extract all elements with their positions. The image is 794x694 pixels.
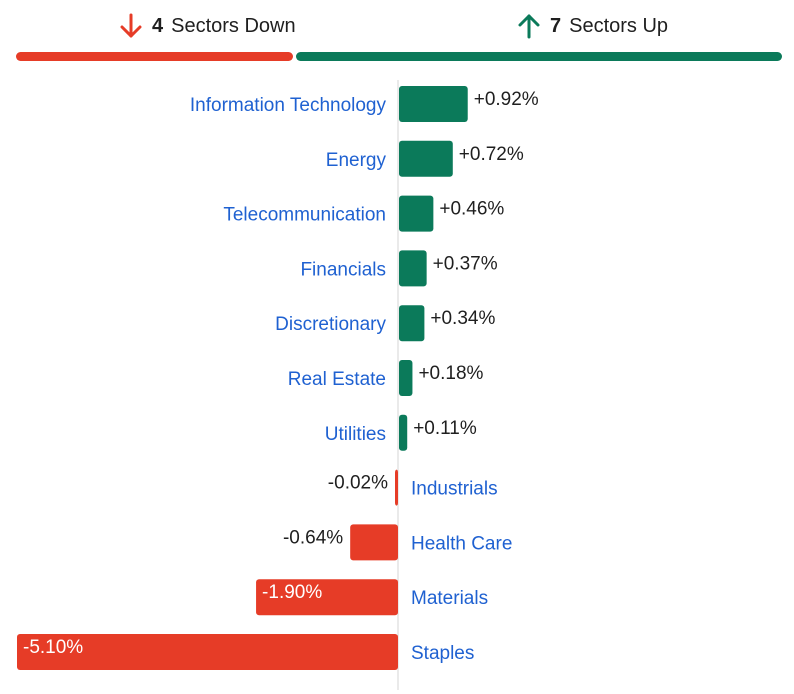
- sectors-up-ratio-bar: [296, 52, 782, 61]
- bar-9[interactable]: [256, 579, 398, 616]
- sectors-up-count: 7: [550, 14, 562, 37]
- sectors-down-count: 4: [152, 14, 164, 37]
- value-label-0: +0.92%: [474, 89, 539, 110]
- bar-5[interactable]: [399, 360, 413, 396]
- bar-6[interactable]: [399, 414, 408, 451]
- value-label-3: +0.37%: [433, 253, 498, 274]
- sector-label-4[interactable]: Discretionary: [275, 314, 386, 335]
- bar-2[interactable]: [399, 195, 434, 232]
- arrow-up-icon: [518, 14, 540, 39]
- bar-3[interactable]: [399, 250, 427, 287]
- value-label-2: +0.46%: [439, 199, 504, 220]
- sector-label-2[interactable]: Telecommunication: [223, 205, 386, 226]
- bar-7[interactable]: [395, 469, 398, 506]
- sectors-down-ratio-bar: [16, 52, 293, 61]
- value-label-1: +0.72%: [459, 144, 524, 165]
- value-label-6: +0.11%: [413, 418, 477, 439]
- sector-label-7[interactable]: Industrials: [411, 479, 498, 500]
- sector-label-9[interactable]: Materials: [411, 588, 488, 609]
- value-label-9: -1.90%: [262, 582, 322, 603]
- value-label-8: -0.64%: [283, 527, 343, 548]
- sectors-down-summary: 4 Sectors Down: [118, 10, 296, 42]
- value-label-10: -5.10%: [23, 637, 83, 658]
- sector-label-8[interactable]: Health Care: [411, 533, 512, 554]
- bar-4[interactable]: [399, 305, 425, 342]
- sector-label-0[interactable]: Information Technology: [190, 95, 387, 116]
- arrow-down-icon: [120, 13, 142, 38]
- sectors-down-label: Sectors Down: [171, 14, 296, 37]
- sectors-up-label: Sectors Up: [569, 14, 669, 37]
- sector-label-3[interactable]: Financials: [300, 259, 386, 280]
- bar-1[interactable]: [399, 140, 453, 177]
- bar-8[interactable]: [350, 524, 398, 561]
- sector-label-5[interactable]: Real Estate: [288, 369, 386, 390]
- sectors-up-summary: 7 Sectors Up: [516, 10, 668, 42]
- bar-0[interactable]: [399, 86, 468, 122]
- value-label-4: +0.34%: [430, 308, 495, 329]
- sector-label-1[interactable]: Energy: [326, 150, 387, 171]
- value-label-5: +0.18%: [418, 363, 483, 384]
- value-label-7: -0.02%: [328, 473, 388, 494]
- sector-summary: 4 Sectors Down 7 Sectors Up: [0, 0, 794, 62]
- bar-10[interactable]: [17, 634, 398, 670]
- sector-label-10[interactable]: Staples: [411, 643, 474, 664]
- sector-performance-chart: Information Technology +0.92% Energy +0.72%…: [17, 80, 539, 690]
- sector-label-6[interactable]: Utilities: [325, 424, 386, 445]
